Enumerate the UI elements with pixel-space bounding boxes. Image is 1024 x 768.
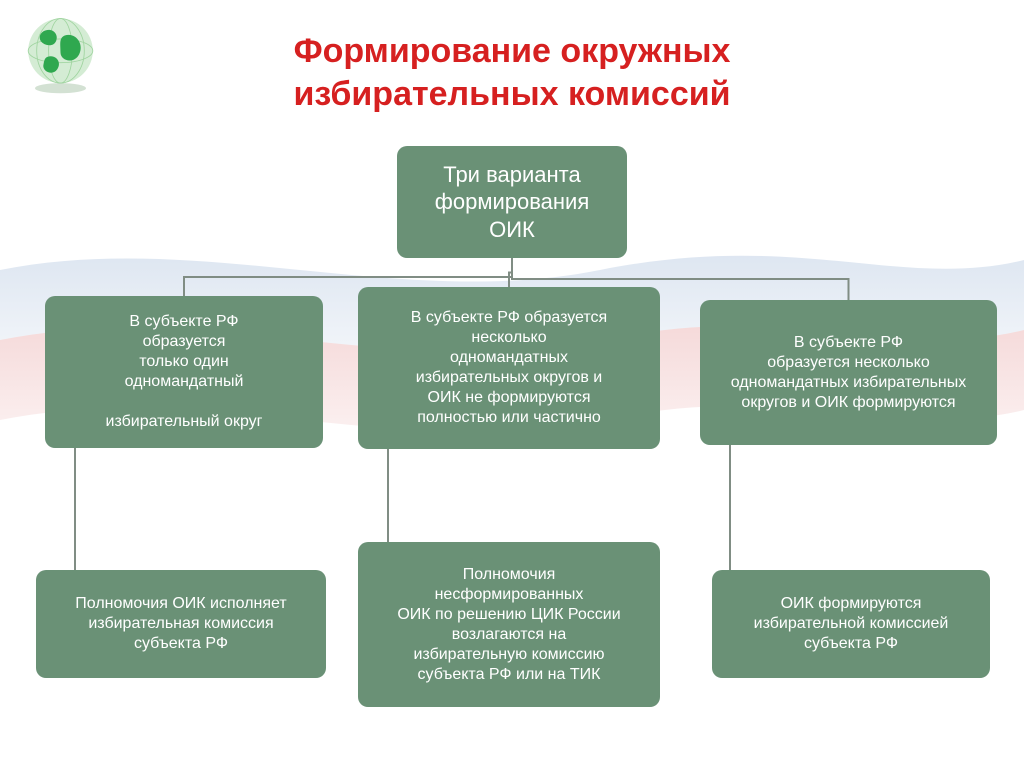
org-chart: Три вариантаформированияОИК В субъекте Р… <box>0 0 1024 768</box>
branch-node-1: В субъекте РФобразуетсятолько одиноднома… <box>45 296 323 448</box>
branch-node-3: В субъекте РФобразуется несколькоодноман… <box>700 300 997 445</box>
title-line-2: избирательных комиссий <box>0 73 1024 116</box>
leaf-node-3: ОИК формируютсяизбирательной комиссиейсу… <box>712 570 990 678</box>
title-line-1: Формирование окружных <box>0 30 1024 73</box>
leaf-node-1: Полномочия ОИК исполняетизбирательная ко… <box>36 570 326 678</box>
root-node: Три вариантаформированияОИК <box>397 146 627 258</box>
branch-node-2: В субъекте РФ образуетсянесколькоодноман… <box>358 287 660 449</box>
page-title: Формирование окружных избирательных коми… <box>0 0 1024 115</box>
leaf-node-2: ПолномочиянесформированныхОИК по решению… <box>358 542 660 707</box>
